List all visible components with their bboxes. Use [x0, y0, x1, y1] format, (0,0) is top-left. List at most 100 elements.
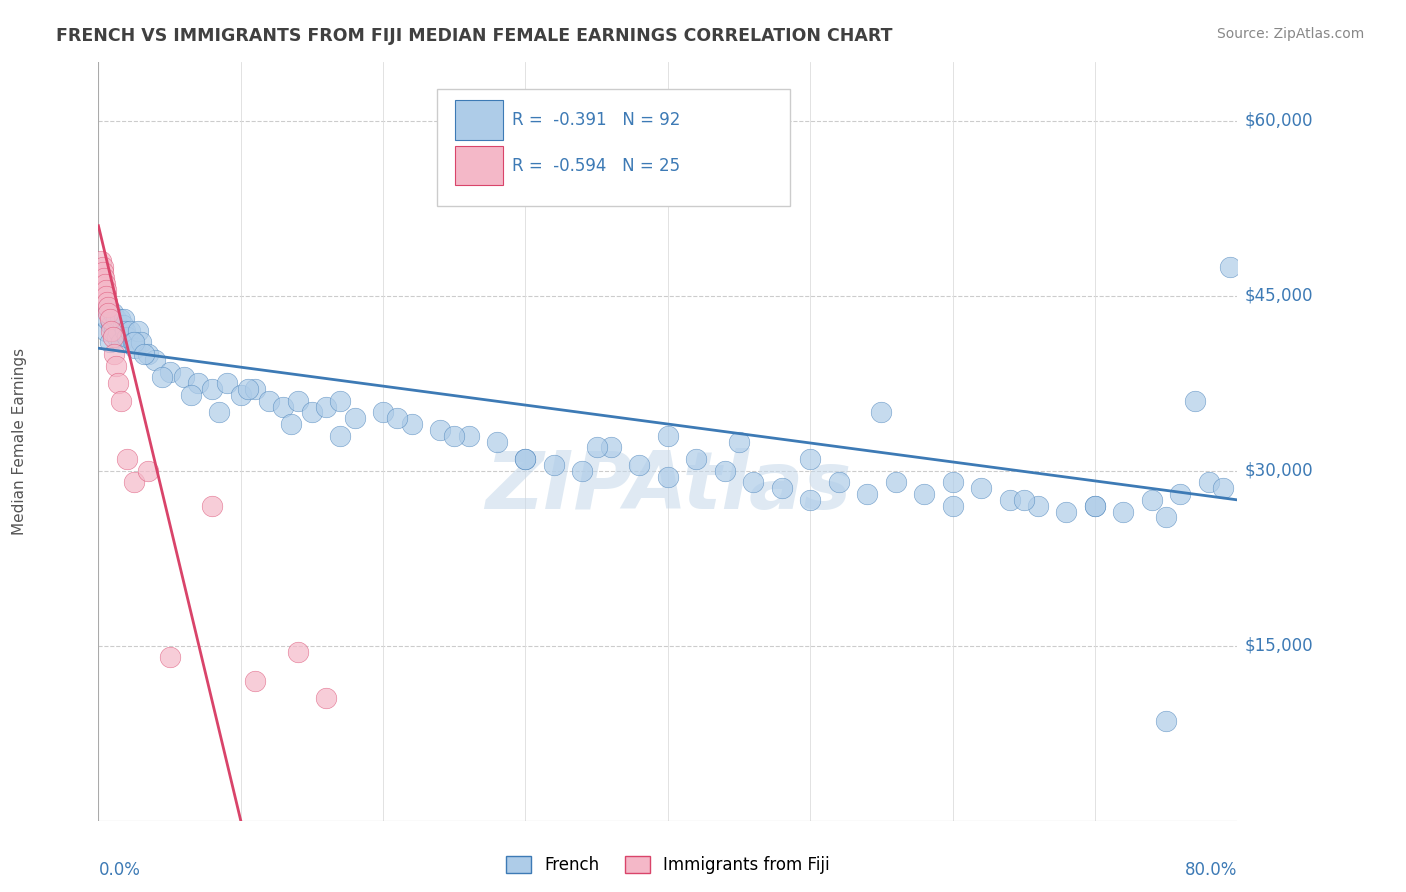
- Point: [114, 324, 136, 338]
- Point: [799, 452, 821, 467]
- Point: [215, 376, 238, 391]
- Point: [136, 347, 159, 361]
- Point: [329, 428, 352, 442]
- Point: [1184, 393, 1206, 408]
- Point: [93, 271, 115, 285]
- FancyBboxPatch shape: [437, 89, 790, 207]
- Point: [628, 458, 651, 472]
- Point: [1154, 510, 1177, 524]
- Point: [585, 441, 607, 455]
- Point: [201, 382, 224, 396]
- Point: [124, 341, 146, 355]
- Point: [884, 475, 907, 490]
- Point: [1056, 504, 1078, 518]
- Text: Median Female Earnings: Median Female Earnings: [13, 348, 27, 535]
- Point: [486, 434, 509, 449]
- Point: [122, 335, 145, 350]
- Point: [129, 335, 152, 350]
- Point: [1219, 260, 1241, 274]
- Text: R =  -0.391   N = 92: R = -0.391 N = 92: [512, 112, 681, 129]
- Point: [685, 452, 707, 467]
- Point: [1212, 481, 1234, 495]
- Point: [159, 650, 181, 665]
- Point: [136, 464, 159, 478]
- Point: [110, 335, 132, 350]
- Point: [657, 469, 679, 483]
- Point: [287, 644, 309, 658]
- Point: [115, 452, 138, 467]
- Point: [543, 458, 565, 472]
- Point: [401, 417, 423, 431]
- Point: [122, 475, 145, 490]
- Point: [103, 347, 125, 361]
- Point: [329, 393, 352, 408]
- Point: [96, 312, 118, 326]
- Point: [104, 312, 127, 326]
- Point: [828, 475, 851, 490]
- Point: [112, 312, 135, 326]
- Point: [301, 405, 323, 419]
- Point: [103, 324, 125, 338]
- Point: [97, 306, 120, 320]
- Point: [728, 434, 751, 449]
- Point: [90, 253, 112, 268]
- Point: [742, 475, 765, 490]
- Point: [152, 370, 174, 384]
- Point: [1154, 714, 1177, 729]
- Point: [259, 393, 281, 408]
- Point: [173, 370, 195, 384]
- Point: [770, 481, 793, 495]
- Point: [443, 428, 465, 442]
- Point: [229, 388, 252, 402]
- Text: Source: ZipAtlas.com: Source: ZipAtlas.com: [1216, 27, 1364, 41]
- Point: [96, 294, 118, 309]
- Point: [108, 312, 131, 326]
- Point: [107, 376, 129, 391]
- Point: [1012, 492, 1035, 507]
- Point: [998, 492, 1021, 507]
- Point: [515, 452, 537, 467]
- Text: $60,000: $60,000: [1244, 112, 1313, 129]
- Point: [1112, 504, 1135, 518]
- Point: [870, 405, 893, 419]
- Point: [1084, 499, 1107, 513]
- Point: [243, 382, 266, 396]
- Point: [515, 452, 537, 467]
- Point: [94, 277, 117, 291]
- Point: [180, 388, 202, 402]
- Point: [343, 411, 366, 425]
- Point: [1170, 487, 1192, 501]
- Point: [942, 499, 965, 513]
- Text: $15,000: $15,000: [1244, 637, 1313, 655]
- Point: [371, 405, 394, 419]
- Point: [1198, 475, 1220, 490]
- Point: [100, 318, 122, 332]
- Point: [105, 329, 128, 343]
- Point: [96, 289, 118, 303]
- Point: [159, 365, 181, 379]
- Point: [127, 324, 149, 338]
- Point: [110, 393, 132, 408]
- Point: [1026, 499, 1049, 513]
- Point: [387, 411, 409, 425]
- Point: [571, 464, 593, 478]
- Point: [315, 691, 337, 706]
- Point: [429, 423, 451, 437]
- Point: [94, 324, 117, 338]
- Point: [104, 359, 127, 373]
- Point: [243, 673, 266, 688]
- Point: [280, 417, 302, 431]
- Point: [208, 405, 231, 419]
- Text: FRENCH VS IMMIGRANTS FROM FIJI MEDIAN FEMALE EARNINGS CORRELATION CHART: FRENCH VS IMMIGRANTS FROM FIJI MEDIAN FE…: [56, 27, 893, 45]
- Point: [1084, 499, 1107, 513]
- FancyBboxPatch shape: [456, 101, 503, 140]
- FancyBboxPatch shape: [456, 145, 503, 186]
- Point: [115, 329, 138, 343]
- Point: [912, 487, 935, 501]
- Point: [201, 499, 224, 513]
- Point: [236, 382, 259, 396]
- Point: [98, 335, 121, 350]
- Text: ZIPAtlas: ZIPAtlas: [485, 448, 851, 526]
- Text: R =  -0.594   N = 25: R = -0.594 N = 25: [512, 157, 681, 175]
- Point: [942, 475, 965, 490]
